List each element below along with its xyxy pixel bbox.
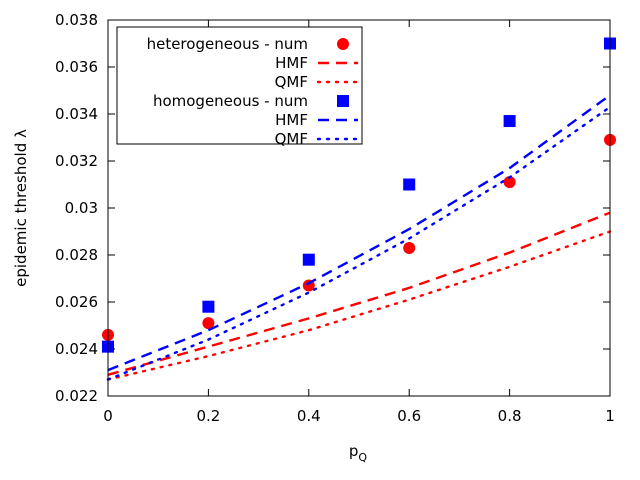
x-tick-label: 0.4 xyxy=(297,407,321,425)
legend-label: homogeneous - num xyxy=(153,92,308,110)
legend-swatch-marker xyxy=(337,95,349,107)
data-point-homogeneous-num xyxy=(302,253,315,266)
legend-label: heterogeneous - num xyxy=(147,35,308,53)
y-tick-label: 0.036 xyxy=(55,58,98,76)
legend-label: QMF xyxy=(275,130,308,148)
y-tick-label: 0.026 xyxy=(55,293,98,311)
y-tick-labels: 0.022 0.024 0.026 0.028 0.03 0.032 0.034 0.036 0… xyxy=(55,11,98,405)
data-point-heterogeneous-num xyxy=(503,176,516,189)
x-tick-label: 0.6 xyxy=(397,407,421,425)
y-axis-label: epidemic threshold λ xyxy=(12,129,30,287)
legend-box xyxy=(116,26,363,145)
x-axis-label: pQ xyxy=(349,442,368,464)
series-line-hmf-1 xyxy=(107,211,611,376)
legend-label: HMF xyxy=(275,111,308,129)
y-tick-label: 0.03 xyxy=(65,199,98,217)
data-point-heterogeneous-num xyxy=(403,241,416,254)
x-axis-label-subscript: Q xyxy=(358,451,367,464)
data-point-homogeneous-num xyxy=(503,115,516,128)
legend-label: HMF xyxy=(275,54,308,72)
series-layer xyxy=(102,37,616,381)
y-tick-label: 0.022 xyxy=(55,387,98,405)
x-axis-label-main: p xyxy=(349,442,359,460)
x-tick-label: 0.2 xyxy=(196,407,220,425)
series-line-qmf-2 xyxy=(106,230,612,381)
x-tick-label: 0 xyxy=(103,407,113,425)
y-tick-label: 0.038 xyxy=(55,11,98,29)
legend-label: QMF xyxy=(275,73,308,91)
y-tick-label: 0.028 xyxy=(55,246,98,264)
series-line-hmf-4 xyxy=(107,94,611,372)
x-tick-label: 1 xyxy=(605,407,615,425)
data-point-homogeneous-num xyxy=(202,300,215,313)
x-tick-labels: 0 0.2 0.4 0.6 0.8 1 xyxy=(103,407,615,425)
data-point-heterogeneous-num xyxy=(202,317,215,330)
y-tick-label: 0.032 xyxy=(55,152,98,170)
plot-frame xyxy=(107,19,611,397)
x-tick-label: 0.8 xyxy=(498,407,522,425)
y-tick-label: 0.024 xyxy=(55,340,98,358)
y-tick-label: 0.034 xyxy=(55,105,98,123)
data-point-homogeneous-num xyxy=(403,178,416,191)
series-line-qmf-5 xyxy=(106,105,612,381)
legend-swatch-marker xyxy=(337,38,349,50)
